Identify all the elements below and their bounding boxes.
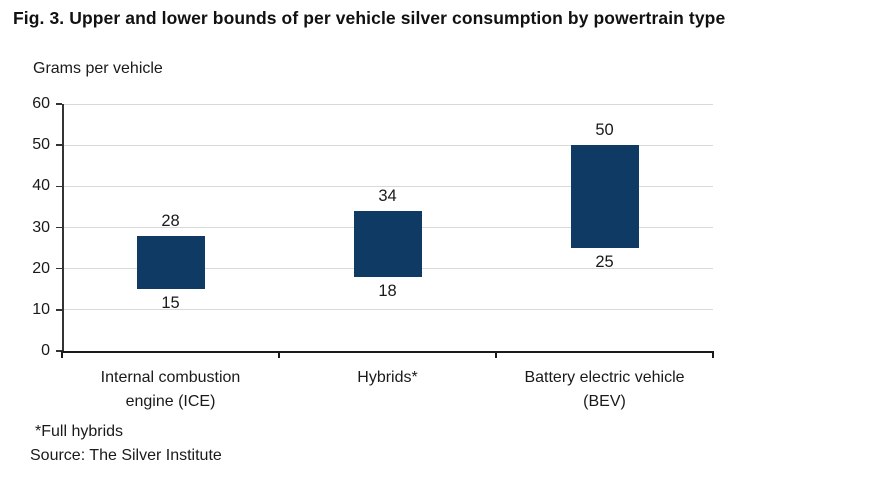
x-axis-tick [495, 351, 497, 358]
x-axis-category-label: Internal combustion engine (ICE) [100, 369, 241, 410]
gridline [62, 103, 713, 105]
y-axis-tick [56, 309, 62, 311]
x-axis-category-label: Battery electric vehicle (BEV) [524, 369, 685, 410]
y-axis-tick-label: 60 [32, 95, 50, 112]
footnote-full-hybrids: *Full hybrids [35, 423, 124, 440]
x-axis-tick [278, 351, 280, 358]
bar-lower-value-label: 15 [161, 294, 180, 313]
chart-title: Fig. 3. Upper and lower bounds of per ve… [13, 8, 726, 28]
bar-upper-value-label: 34 [378, 187, 397, 206]
gridline [62, 309, 713, 311]
bar-upper-value-label: 28 [161, 211, 180, 230]
y-axis-tick-label: 20 [32, 259, 50, 277]
y-axis-tick-label: 30 [32, 218, 50, 236]
source-note: Source: The Silver Institute [30, 447, 222, 464]
y-axis-tick [56, 226, 62, 229]
range-bar [570, 145, 639, 249]
gridline [62, 185, 713, 187]
y-axis-tick-label: 50 [32, 136, 50, 154]
x-axis-tick [61, 351, 63, 358]
y-axis-tick [56, 350, 62, 352]
y-axis-line [62, 104, 64, 351]
y-axis-tick [56, 267, 62, 270]
range-bar [353, 211, 422, 277]
bar-lower-value-label: 18 [378, 281, 397, 300]
y-axis-units-label: Grams per vehicle [33, 60, 163, 77]
y-axis-tick-label: 40 [32, 177, 50, 195]
range-bar [136, 235, 205, 290]
x-axis-category-label: Hybrids* [357, 369, 418, 386]
y-axis-tick [56, 103, 62, 105]
bar-lower-value-label: 25 [595, 253, 614, 272]
bar-upper-value-label: 50 [595, 121, 614, 140]
y-axis-tick-label: 0 [41, 342, 50, 359]
x-axis-line [62, 351, 713, 353]
gridline [62, 144, 713, 146]
y-axis-tick [56, 144, 62, 146]
y-axis-tick-label: 10 [32, 300, 50, 318]
y-axis-tick [56, 185, 62, 188]
x-axis-tick [712, 351, 714, 358]
